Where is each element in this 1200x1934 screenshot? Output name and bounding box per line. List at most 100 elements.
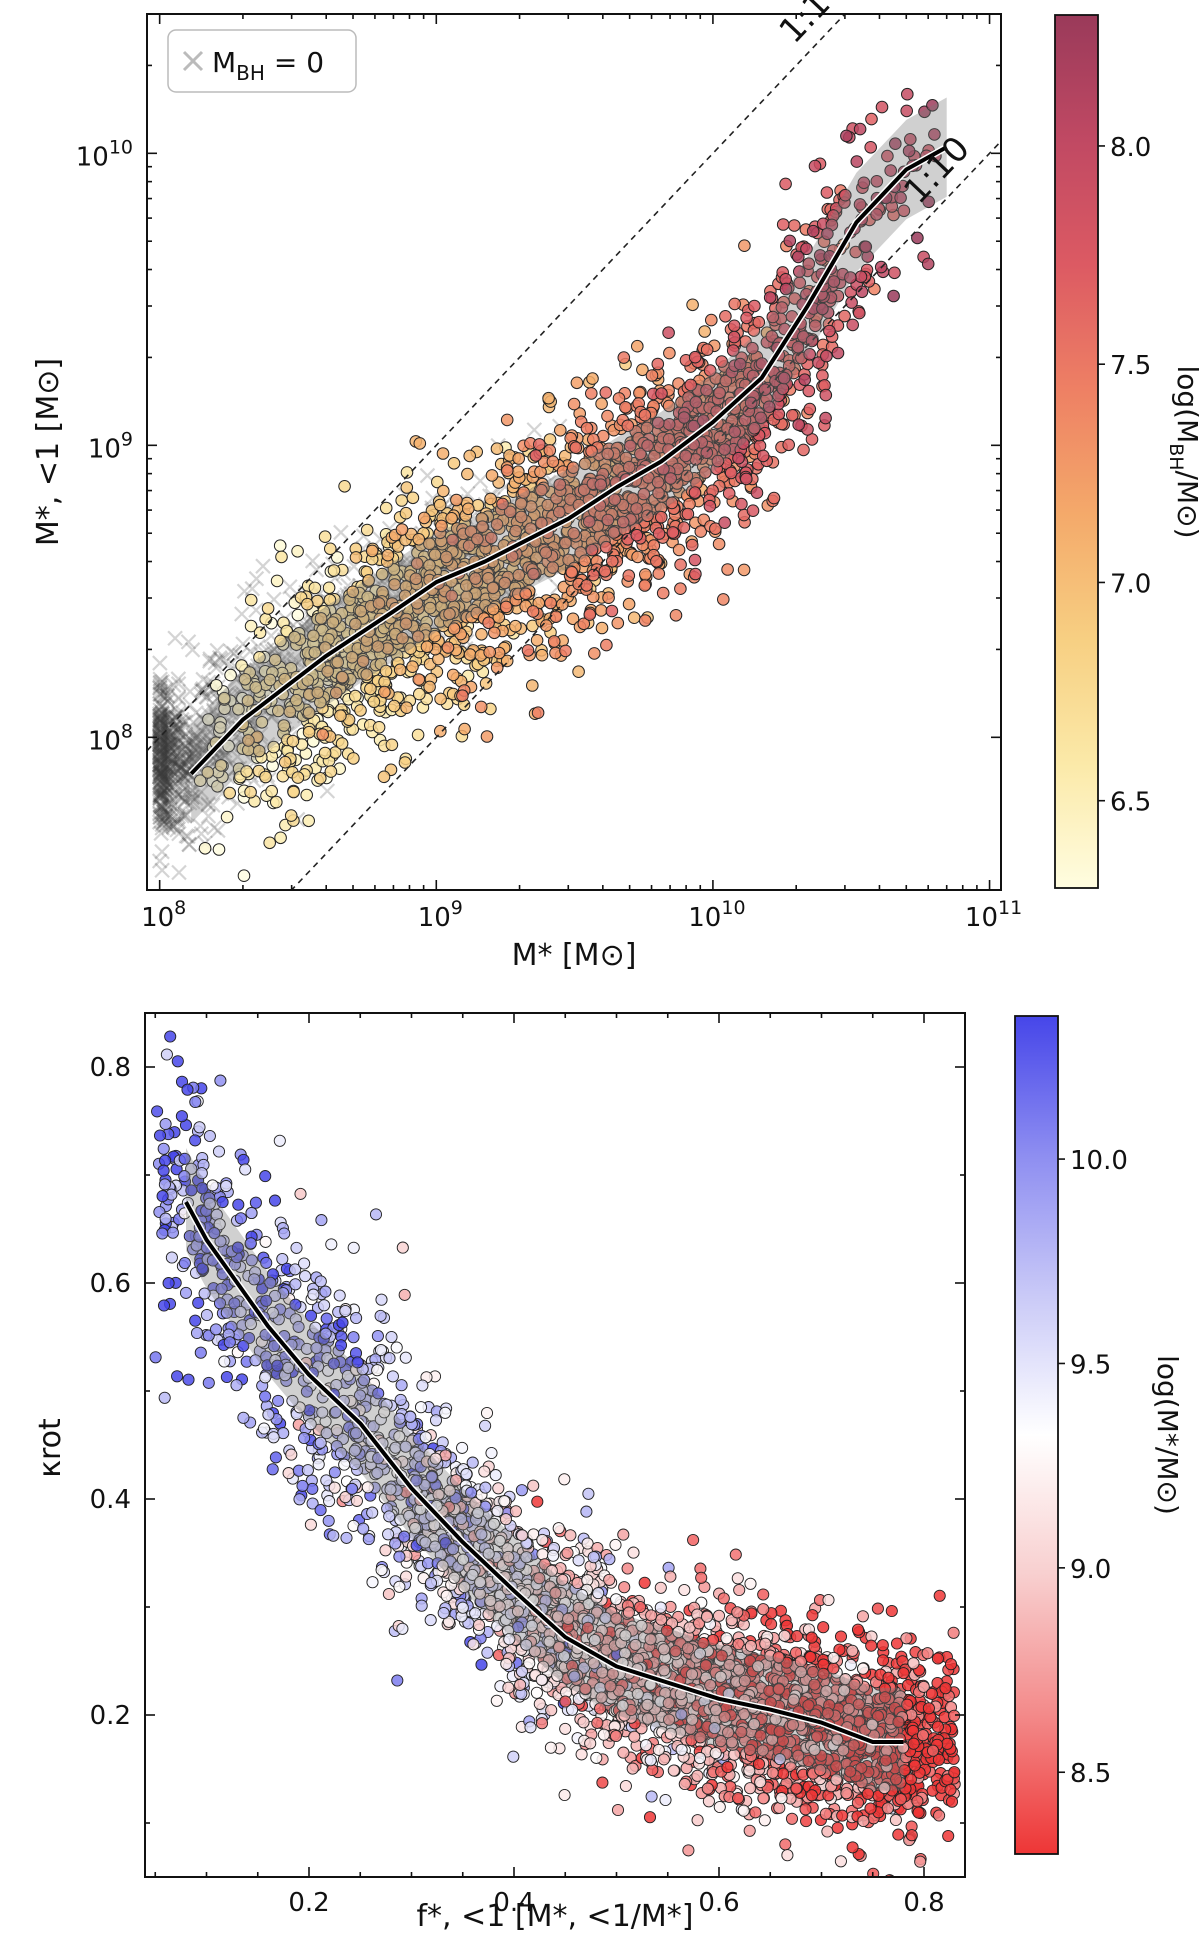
- bh-zero-marker: [158, 774, 174, 790]
- bh-zero-marker: [161, 742, 177, 759]
- galaxy-point: [717, 593, 730, 606]
- galaxy-point: [263, 836, 277, 850]
- bh-zero-marker: [153, 785, 169, 802]
- galaxy-point: [630, 528, 644, 542]
- bh-zero-marker: [154, 780, 170, 797]
- galaxy-point: [732, 451, 745, 465]
- bh-zero-marker: [155, 740, 171, 756]
- galaxy-point: [721, 563, 734, 576]
- bh-zero-marker: [170, 689, 187, 706]
- galaxy-point: [349, 689, 362, 703]
- galaxy-point: [411, 728, 425, 742]
- galaxy-point: [445, 512, 458, 525]
- galaxy-point: [200, 1308, 213, 1322]
- galaxy-point: [674, 582, 687, 596]
- bh-zero-marker: [156, 804, 173, 820]
- bh-zero-marker: [157, 792, 174, 809]
- bh-zero-marker: [165, 737, 182, 753]
- bh-zero-marker: [151, 757, 168, 773]
- bh-zero-marker: [151, 733, 168, 749]
- galaxy-point: [379, 501, 393, 515]
- bh-zero-marker: [155, 804, 172, 820]
- bh-zero-marker: [152, 757, 169, 773]
- galaxy-point: [682, 1844, 695, 1857]
- galaxy-point: [875, 100, 889, 114]
- bh-zero-marker: [244, 580, 261, 597]
- bh-zero-marker: [154, 741, 171, 758]
- bh-zero-marker: [255, 558, 271, 574]
- bh-zero-marker: [154, 748, 171, 764]
- galaxy-point: [164, 1030, 177, 1043]
- bh-zero-marker: [156, 748, 172, 764]
- galaxy-point: [719, 310, 732, 323]
- bh-zero-marker: [192, 731, 208, 748]
- bh-zero-marker: [206, 819, 222, 836]
- galaxy-point: [323, 1495, 336, 1508]
- bh-zero-marker: [184, 789, 201, 806]
- galaxy-point: [463, 648, 477, 661]
- galaxy-point: [300, 788, 314, 802]
- bh-zero-marker: [154, 704, 170, 720]
- galaxy-point: [622, 569, 636, 582]
- bh-zero-marker: [151, 762, 168, 779]
- galaxy-point: [395, 494, 409, 507]
- galaxy-point: [240, 765, 253, 778]
- bh-zero-marker: [173, 759, 190, 775]
- bh-zero-marker: [157, 778, 173, 795]
- bh-zero-marker: [178, 751, 194, 768]
- galaxy-point: [529, 449, 543, 462]
- bh-zero-marker: [154, 816, 170, 833]
- bh-zero-marker: [154, 725, 170, 741]
- colorbar-tick-label: 7.5: [1110, 351, 1151, 381]
- galaxy-point: [480, 730, 494, 743]
- galaxy-point: [712, 1609, 726, 1622]
- bh-zero-marker: [166, 720, 183, 736]
- galaxy-point: [318, 530, 332, 544]
- bh-zero-marker: [155, 698, 171, 714]
- galaxy-point: [735, 497, 748, 511]
- bh-zero-marker: [170, 676, 187, 692]
- bh-zero-marker: [193, 682, 210, 699]
- bh-zero-marker: [156, 771, 173, 788]
- galaxy-point: [681, 507, 695, 521]
- bh-zero-marker: [153, 773, 169, 789]
- galaxy-point: [367, 695, 381, 709]
- bh-zero-marker: [160, 766, 177, 782]
- bh-zero-marker: [152, 712, 168, 729]
- galaxy-point: [288, 630, 301, 644]
- galaxy-point: [431, 475, 444, 489]
- bh-zero-marker: [162, 712, 179, 729]
- galaxy-point: [688, 486, 702, 499]
- bh-zero-marker: [153, 720, 170, 737]
- bh-zero-marker: [168, 742, 184, 759]
- top-legend: MBH = 0: [167, 29, 357, 93]
- galaxy-point: [698, 325, 712, 338]
- bh-zero-marker: [176, 777, 192, 794]
- bh-zero-marker: [152, 686, 168, 703]
- bh-zero-marker: [157, 795, 174, 812]
- galaxy-point: [413, 437, 427, 450]
- bh-zero-marker: [156, 813, 172, 829]
- galaxy-point: [273, 539, 287, 553]
- bh-zero-marker: [171, 749, 188, 765]
- galaxy-point: [267, 740, 281, 754]
- galaxy-point: [756, 449, 770, 463]
- bh-zero-marker: [201, 653, 218, 669]
- galaxy-point: [375, 1293, 388, 1306]
- bh-zero-marker: [153, 699, 170, 715]
- bh-zero-marker: [152, 766, 168, 782]
- bh-zero-marker: [156, 739, 172, 756]
- galaxy-point: [535, 648, 549, 662]
- galaxy-point: [703, 499, 717, 513]
- galaxy-point: [727, 330, 741, 344]
- bh-zero-marker: [223, 643, 239, 660]
- bh-zero-marker: [181, 836, 197, 853]
- galaxy-point: [605, 604, 619, 618]
- bh-zero-marker: [153, 782, 170, 799]
- bh-zero-marker: [152, 779, 169, 795]
- bh-zero-marker: [157, 772, 174, 789]
- galaxy-point: [586, 372, 599, 385]
- bh-zero-marker: [152, 806, 168, 823]
- galaxy-point: [729, 1548, 742, 1561]
